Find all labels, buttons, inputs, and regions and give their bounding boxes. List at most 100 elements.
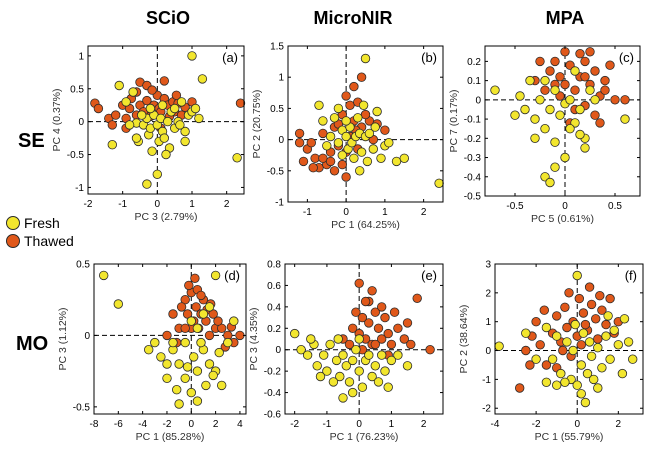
y-axis-label: PC 4 (0.37%) [51,88,63,151]
point-thawed [308,162,318,173]
point-thawed [558,345,568,356]
x-tick-label: 0 [155,199,161,210]
point-fresh [186,387,197,398]
point-fresh [547,354,558,364]
y-tick-label: 1 [278,73,284,84]
point-fresh [357,382,368,392]
point-fresh [168,337,178,348]
point-thawed [412,293,422,304]
point-fresh [572,270,582,281]
point-thawed [213,316,223,326]
point-fresh [605,354,615,364]
point-fresh [391,156,402,167]
panel-c: -0.5 0 0.5 -0.5 -0.4 -0.3 -0.2 -0.1 0 0.1 0.2 PC 5 … [448,45,641,225]
x-tick-label: 1 [389,419,395,430]
point-fresh [169,103,180,114]
point-thawed [595,118,605,128]
point-fresh [197,74,208,84]
point-thawed [184,280,194,291]
x-tick-label: -4 [491,419,500,430]
point-fresh [113,299,124,309]
axes-frame [287,45,444,203]
point-thawed [586,299,597,310]
point-fresh [333,103,344,114]
point-thawed [515,383,525,393]
point-fresh [372,106,382,117]
legend-marker-fresh [6,216,20,230]
point-thawed [294,137,305,148]
point-fresh [525,75,535,86]
point-thawed [159,76,170,86]
point-thawed [574,293,585,304]
point-fresh [174,359,184,369]
point-fresh [434,178,444,189]
point-fresh [613,340,624,350]
point-fresh [368,144,379,154]
point-fresh [362,156,373,167]
point-fresh [232,153,242,163]
row-header-se: SE [18,130,45,152]
axes-frame [484,45,641,197]
point-fresh [174,399,184,409]
point-fresh [314,100,324,111]
point-fresh [367,371,377,382]
point-fresh [180,337,190,348]
point-thawed [110,110,121,120]
point-fresh [364,128,375,139]
point-fresh [530,133,540,144]
point-thawed [377,334,387,344]
point-fresh [373,377,384,387]
axes-frame [284,263,444,415]
point-fresh [143,345,154,355]
point-fresh [555,110,565,120]
point-fresh [302,350,313,360]
point-fresh [552,380,562,390]
point-thawed [337,159,348,170]
point-thawed [550,56,560,67]
point-thawed [597,305,607,315]
axes-frame [93,263,247,415]
y-tick-label: 0.5 [70,84,84,95]
point-fresh [176,97,187,107]
point-fresh [229,316,239,326]
point-fresh [114,80,124,91]
point-fresh [186,316,197,326]
point-thawed [345,100,355,111]
point-thawed [555,72,565,82]
point-fresh [325,339,335,350]
point-thawed [575,49,585,59]
point-fresh [180,373,190,384]
y-axis-label: PC 3 (1.12%) [57,307,69,370]
point-fresh [576,360,587,370]
point-fresh [341,116,351,126]
point-thawed [600,75,610,86]
point-fresh [584,337,595,347]
y-tick-label: 0.4 [267,302,281,313]
point-thawed [389,307,400,317]
point-thawed [162,330,172,341]
point-thawed [593,334,603,344]
point-fresh [210,270,221,281]
point-thawed [349,81,359,92]
point-fresh [576,389,587,399]
point-fresh [329,113,340,123]
row-header-mo: MO [16,333,48,355]
point-thawed [585,47,595,57]
x-axis-label: PC 3 (2.79%) [134,211,197,223]
point-fresh [192,366,203,376]
point-thawed [521,345,531,356]
point-fresh [541,322,552,333]
point-fresh [560,377,570,388]
y-tick-label: 1 [485,317,491,328]
point-thawed [580,72,590,82]
point-fresh [601,331,611,341]
point-fresh [515,91,525,101]
point-thawed [107,120,118,130]
point-fresh [377,350,387,360]
point-fresh [617,368,628,379]
point-fresh [194,113,204,124]
point-fresh [180,136,190,147]
point-fresh [223,337,233,348]
point-fresh [354,334,364,344]
